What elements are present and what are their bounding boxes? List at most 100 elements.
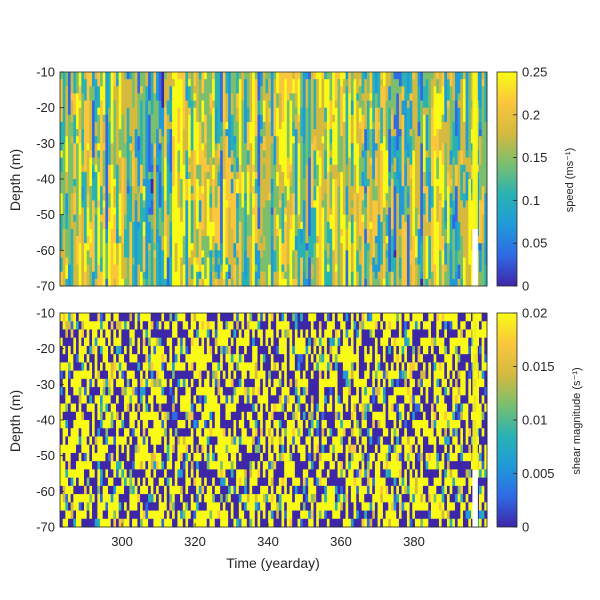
- heatmap-cell: [233, 186, 237, 194]
- heatmap-cell: [300, 278, 304, 287]
- heatmap-cell: [161, 264, 165, 273]
- heatmap-cell: [332, 121, 336, 130]
- heatmap-cell: [396, 278, 400, 287]
- heatmap-cell: [433, 264, 437, 273]
- heatmap-cell: [457, 264, 461, 273]
- heatmap-cell: [254, 186, 258, 194]
- heatmap-cell: [353, 107, 357, 116]
- heatmap-cell: [284, 186, 288, 194]
- heatmap-cell: [468, 257, 472, 265]
- heatmap-cell: [404, 236, 408, 244]
- heatmap-cell: [217, 107, 221, 116]
- heatmap-cell: [78, 79, 82, 87]
- heatmap-cell: [353, 271, 357, 280]
- heatmap-cell: [428, 107, 432, 116]
- heatmap-cell: [94, 186, 98, 194]
- heatmap-cell: [414, 143, 419, 151]
- heatmap-cell: [284, 157, 288, 166]
- heatmap-cell: [153, 236, 157, 244]
- heatmap-cell: [390, 164, 394, 173]
- heatmap-cell: [332, 171, 336, 180]
- heatmap-cell: [89, 214, 93, 223]
- heatmap-cell: [462, 214, 467, 223]
- heatmap-cell: [430, 179, 435, 187]
- heatmap-cell: [124, 72, 128, 80]
- heatmap-cell: [148, 250, 152, 258]
- heatmap-cell: [217, 93, 221, 101]
- heatmap-cell: [265, 228, 269, 237]
- heatmap-cell: [222, 157, 226, 166]
- heatmap-cell: [60, 387, 64, 396]
- heatmap-cell: [148, 100, 152, 109]
- heatmap-cell: [158, 86, 162, 94]
- heatmap-cell: [230, 214, 234, 223]
- heatmap-cell: [260, 107, 264, 116]
- heatmap-cell: [164, 164, 168, 173]
- heatmap-cell: [108, 186, 112, 194]
- heatmap-cell: [198, 221, 202, 230]
- heatmap-cell: [116, 121, 120, 130]
- heatmap-cell: [454, 79, 459, 87]
- heatmap-cell: [126, 257, 130, 265]
- heatmap-cell: [110, 72, 114, 80]
- heatmap-cell: [105, 129, 109, 137]
- heatmap-cell: [318, 143, 322, 151]
- heatmap-cell: [457, 200, 461, 208]
- heatmap-cell: [302, 200, 306, 208]
- heatmap-cell: [230, 150, 234, 158]
- heatmap-cell: [156, 221, 160, 230]
- heatmap-cell: [444, 171, 448, 180]
- heatmap-cell: [236, 171, 240, 180]
- heatmap-cell: [68, 86, 72, 94]
- heatmap-cell: [396, 200, 400, 208]
- heatmap-cell: [377, 157, 381, 166]
- heatmap-cell: [468, 171, 472, 180]
- heatmap-cell: [198, 93, 202, 101]
- heatmap-cell: [318, 107, 322, 116]
- heatmap-cell: [113, 86, 117, 94]
- heatmap-cell: [484, 179, 488, 187]
- heatmap-cell: [228, 100, 232, 109]
- heatmap-cell: [129, 129, 133, 137]
- heatmap-cell: [60, 403, 64, 413]
- heatmap-cell: [300, 214, 304, 223]
- heatmap-cell: [97, 186, 101, 194]
- heatmap-cell: [89, 93, 93, 101]
- heatmap-cell: [252, 107, 256, 116]
- heatmap-cell: [158, 136, 162, 144]
- heatmap-cell: [321, 107, 325, 116]
- heatmap-cell: [150, 264, 154, 273]
- heatmap-cell: [198, 186, 202, 194]
- heatmap-cell: [409, 221, 413, 230]
- heatmap-cell: [420, 271, 424, 280]
- heatmap-cell: [92, 129, 96, 137]
- heatmap-cell: [430, 271, 435, 280]
- heatmap-cell: [233, 271, 237, 280]
- heatmap-cell: [308, 121, 312, 130]
- heatmap-cell: [326, 86, 330, 94]
- heatmap-cell: [281, 114, 285, 123]
- heatmap-cell: [425, 129, 429, 137]
- heatmap-cell: [230, 186, 234, 194]
- heatmap-cell: [177, 207, 181, 216]
- heatmap-cell: [196, 221, 200, 230]
- heatmap-cell: [390, 179, 394, 187]
- heatmap-cell: [201, 228, 205, 237]
- heatmap-cell: [70, 329, 74, 339]
- heatmap-cell: [460, 214, 464, 223]
- heatmap-cell: [252, 79, 256, 87]
- heatmap-cell: [241, 200, 245, 208]
- heatmap-cell: [222, 214, 226, 223]
- heatmap-cell: [78, 93, 82, 101]
- heatmap-cell: [65, 411, 69, 421]
- heatmap-cell: [158, 243, 162, 251]
- heatmap-cell: [172, 193, 176, 201]
- heatmap-cell: [348, 150, 352, 158]
- heatmap-cell: [281, 129, 285, 137]
- heatmap-cell: [286, 214, 290, 223]
- heatmap-cell: [444, 278, 448, 287]
- heatmap-cell: [222, 150, 226, 158]
- heatmap-cell: [353, 79, 357, 87]
- heatmap-cell: [324, 186, 328, 194]
- heatmap-cell: [310, 157, 314, 166]
